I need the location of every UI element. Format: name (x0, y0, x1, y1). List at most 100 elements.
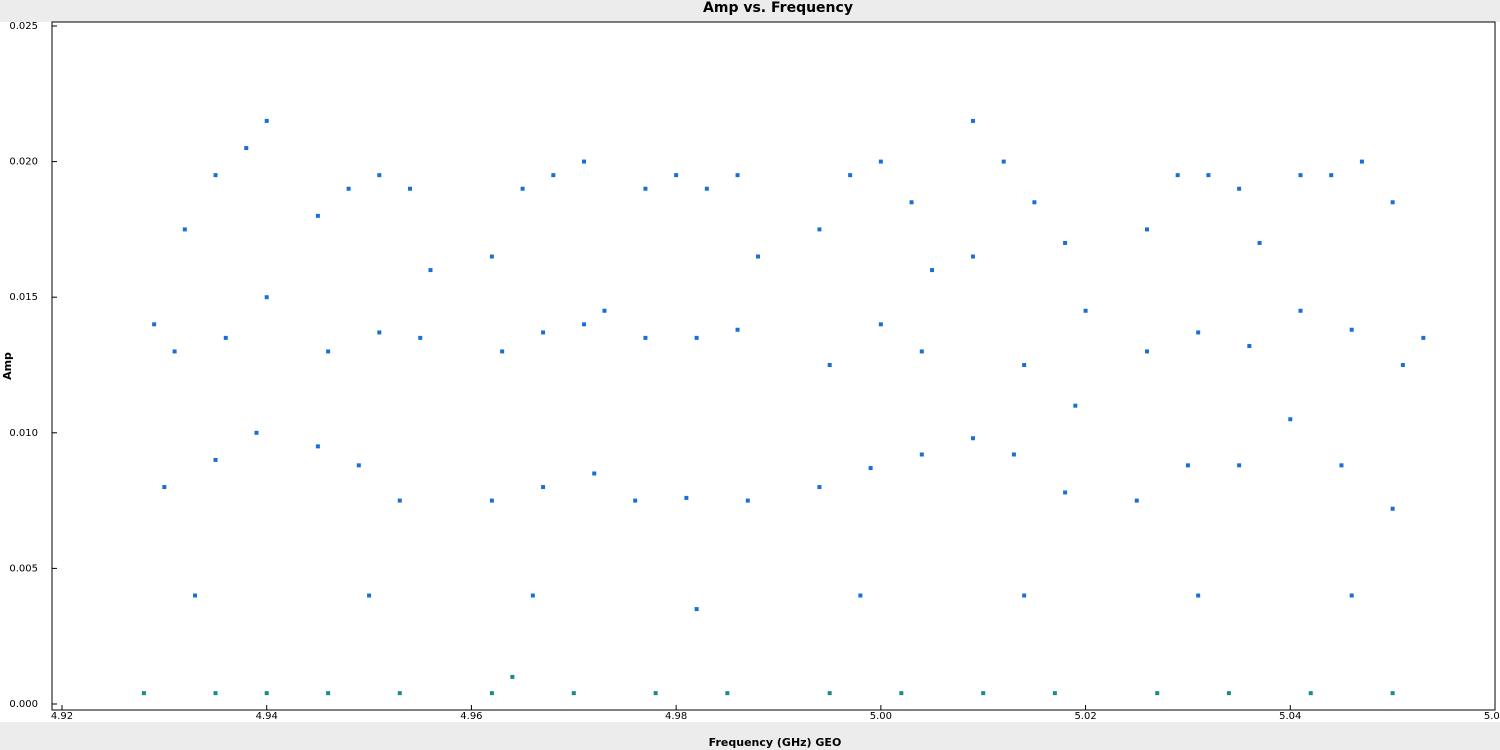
point (919, 349, 924, 354)
point (878, 322, 883, 327)
point (868, 466, 873, 471)
point (1349, 593, 1354, 598)
point (541, 485, 546, 490)
point (315, 444, 320, 449)
point (1052, 691, 1057, 696)
point (735, 327, 740, 332)
point (541, 330, 546, 335)
point (356, 463, 361, 468)
point (397, 691, 402, 696)
point (1155, 691, 1160, 696)
point (1237, 186, 1242, 191)
point (510, 674, 515, 679)
point (1083, 308, 1088, 313)
point (970, 118, 975, 123)
x-tick-label: 4.94 (256, 711, 278, 722)
point (1247, 344, 1252, 349)
point (930, 268, 935, 273)
point (326, 349, 331, 354)
point (1032, 200, 1037, 205)
x-tick-label: 5.04 (1279, 711, 1301, 722)
point (264, 118, 269, 123)
x-tick-label: 5.00 (870, 711, 892, 722)
point (684, 495, 689, 500)
x-tick-label: 4.92 (51, 711, 73, 722)
point (1359, 159, 1364, 164)
point (643, 335, 648, 340)
point (970, 254, 975, 259)
point (182, 227, 187, 232)
point (1400, 363, 1405, 367)
point (643, 186, 648, 191)
point (1390, 200, 1395, 205)
y-axis-label: Amp (1, 352, 14, 380)
point (1288, 417, 1293, 422)
point (489, 498, 494, 503)
point (1134, 498, 1139, 503)
point (428, 268, 433, 273)
plot-frame (51, 21, 1496, 711)
point (970, 436, 975, 441)
point (315, 213, 320, 218)
point (878, 159, 883, 164)
point (264, 691, 269, 696)
point (1390, 691, 1395, 696)
point (1144, 227, 1149, 232)
point (418, 335, 423, 340)
point (500, 349, 505, 354)
point (1349, 327, 1354, 332)
point (223, 335, 228, 340)
point (1063, 490, 1068, 495)
point (592, 471, 597, 476)
x-tick-label: 5.06 (1484, 711, 1500, 722)
point (377, 173, 382, 178)
y-tick-label: 0.005 (9, 563, 38, 574)
bottom-band (0, 722, 1500, 750)
x-tick-label: 4.98 (665, 711, 687, 722)
point (1196, 330, 1201, 335)
point (1226, 691, 1231, 696)
point (1022, 593, 1027, 598)
point (602, 308, 607, 313)
point (1329, 173, 1334, 178)
y-tick-label: 0.015 (9, 292, 38, 303)
point (1390, 506, 1395, 511)
point (367, 593, 372, 598)
point (1011, 452, 1016, 457)
point (653, 691, 658, 696)
point (213, 173, 218, 178)
point (551, 173, 556, 178)
point (152, 322, 157, 327)
point (326, 691, 331, 696)
point (244, 146, 249, 151)
point (1073, 403, 1078, 408)
point (489, 691, 494, 696)
point (162, 485, 167, 490)
y-tick-label: 0.000 (9, 699, 38, 710)
point (1175, 173, 1180, 178)
point (1298, 173, 1303, 178)
point (571, 691, 576, 696)
x-tick-label: 5.02 (1074, 711, 1096, 722)
point (899, 691, 904, 696)
point (745, 498, 750, 503)
point (141, 691, 146, 696)
x-axis-label: Frequency (GHz) GEO (709, 736, 842, 749)
point (377, 330, 382, 335)
point (694, 607, 699, 612)
point (756, 254, 761, 259)
chart-title: Amp vs. Frequency (703, 0, 853, 16)
point (582, 322, 587, 327)
point (817, 227, 822, 232)
point (408, 186, 413, 191)
point (213, 691, 218, 696)
y-tick-label: 0.010 (9, 428, 38, 439)
point (694, 335, 699, 340)
point (346, 186, 351, 191)
point (520, 186, 525, 191)
point (1339, 463, 1344, 468)
point (397, 498, 402, 503)
point (582, 159, 587, 164)
